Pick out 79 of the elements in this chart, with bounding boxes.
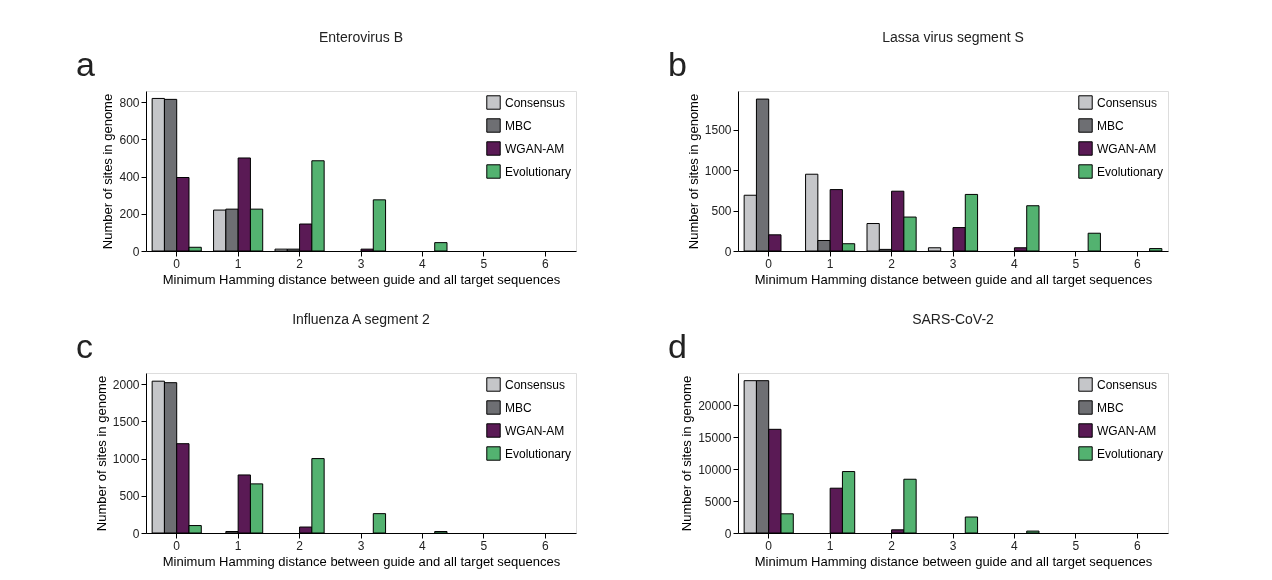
x-tick-label: 2 bbox=[296, 538, 304, 553]
legend-label: WGAN-AM bbox=[505, 141, 565, 156]
y-tick-label: 500 bbox=[119, 489, 140, 504]
y-tick-label: 10000 bbox=[698, 462, 732, 477]
x-tick-label: 1 bbox=[234, 538, 242, 553]
legend-label: Consensus bbox=[505, 95, 566, 110]
x-tick-label: 6 bbox=[541, 538, 549, 553]
y-tick-label: 500 bbox=[711, 204, 732, 219]
x-tick-label: 4 bbox=[419, 538, 427, 553]
y-tick-label: 800 bbox=[119, 95, 140, 110]
y-tick-label: 0 bbox=[724, 244, 732, 259]
x-tick-label: 1 bbox=[234, 256, 242, 271]
y-axis-title: Number of sites in genome bbox=[93, 375, 109, 532]
y-tick-label: 1500 bbox=[704, 123, 732, 138]
x-tick-label: 3 bbox=[949, 256, 957, 271]
legend-label: MBC bbox=[1097, 118, 1124, 133]
y-axis-title: Number of sites in genome bbox=[100, 93, 116, 250]
y-tick-label: 1500 bbox=[112, 414, 140, 429]
text: d bbox=[668, 327, 687, 365]
x-tick-label: 0 bbox=[173, 538, 181, 553]
y-axis-title: Number of sites in genome bbox=[679, 375, 695, 532]
legend-label: WGAN-AM bbox=[505, 423, 565, 438]
x-tick-label: 4 bbox=[1011, 538, 1019, 553]
y-tick-label: 400 bbox=[119, 170, 140, 185]
x-axis-title: Minimum Hamming distance between guide and all target sequences bbox=[162, 271, 561, 287]
x-tick-label: 5 bbox=[480, 256, 488, 271]
legend-label: MBC bbox=[505, 400, 532, 415]
legend-label: MBC bbox=[1097, 400, 1124, 415]
legend-label: WGAN-AM bbox=[1097, 423, 1157, 438]
x-tick-label: 1 bbox=[826, 538, 834, 553]
y-tick-label: 600 bbox=[119, 132, 140, 147]
x-tick-label: 2 bbox=[888, 256, 896, 271]
x-tick-label: 2 bbox=[296, 256, 304, 271]
legend-label: Consensus bbox=[505, 377, 566, 392]
x-tick-label: 5 bbox=[1072, 256, 1080, 271]
x-tick-label: 4 bbox=[1011, 256, 1019, 271]
y-axis-title: Number of sites in genome bbox=[685, 93, 701, 250]
x-tick-label: 0 bbox=[765, 256, 773, 271]
x-tick-label: 6 bbox=[541, 256, 549, 271]
y-tick-label: 5000 bbox=[704, 494, 732, 509]
y-tick-label: 1000 bbox=[704, 163, 732, 178]
y-tick-label: 20000 bbox=[698, 398, 732, 413]
x-axis-title: Minimum Hamming distance between guide and all target sequences bbox=[754, 553, 1153, 569]
x-tick-label: 6 bbox=[1133, 256, 1141, 271]
chart-title: Influenza A segment 2 bbox=[292, 311, 431, 327]
x-tick-label: 0 bbox=[765, 538, 773, 553]
chart-title: Lassa virus segment S bbox=[882, 29, 1024, 45]
chart-title: SARS-CoV-2 bbox=[912, 311, 995, 327]
x-tick-label: 6 bbox=[1133, 538, 1141, 553]
y-tick-label: 200 bbox=[119, 207, 140, 222]
y-tick-label: 15000 bbox=[698, 430, 732, 445]
x-tick-label: 3 bbox=[949, 538, 957, 553]
x-axis-title: Minimum Hamming distance between guide and all target sequences bbox=[754, 271, 1153, 287]
legend-label: Consensus bbox=[1097, 377, 1158, 392]
legend-label: Consensus bbox=[1097, 95, 1158, 110]
x-tick-label: 1 bbox=[826, 256, 834, 271]
legend-label: Evolutionary bbox=[505, 446, 572, 461]
legend-label: Evolutionary bbox=[1097, 164, 1164, 179]
chart-title: Enterovirus B bbox=[318, 29, 404, 45]
text: a bbox=[76, 45, 95, 83]
legend-label: Evolutionary bbox=[505, 164, 572, 179]
x-tick-label: 2 bbox=[888, 538, 896, 553]
text: b bbox=[668, 45, 687, 83]
legend-label: MBC bbox=[505, 118, 532, 133]
x-tick-label: 3 bbox=[357, 538, 365, 553]
text: c bbox=[76, 327, 93, 365]
legend-label: WGAN-AM bbox=[1097, 141, 1157, 156]
y-tick-label: 1000 bbox=[112, 452, 140, 467]
x-axis-title: Minimum Hamming distance between guide and all target sequences bbox=[162, 553, 561, 569]
x-tick-label: 5 bbox=[1072, 538, 1080, 553]
y-tick-label: 0 bbox=[724, 526, 732, 541]
y-tick-label: 2000 bbox=[112, 377, 140, 392]
x-tick-label: 0 bbox=[173, 256, 181, 271]
y-tick-label: 0 bbox=[132, 526, 140, 541]
x-tick-label: 4 bbox=[419, 256, 427, 271]
y-tick-label: 0 bbox=[132, 244, 140, 259]
x-tick-label: 3 bbox=[357, 256, 365, 271]
legend-label: Evolutionary bbox=[1097, 446, 1164, 461]
x-tick-label: 5 bbox=[480, 538, 488, 553]
